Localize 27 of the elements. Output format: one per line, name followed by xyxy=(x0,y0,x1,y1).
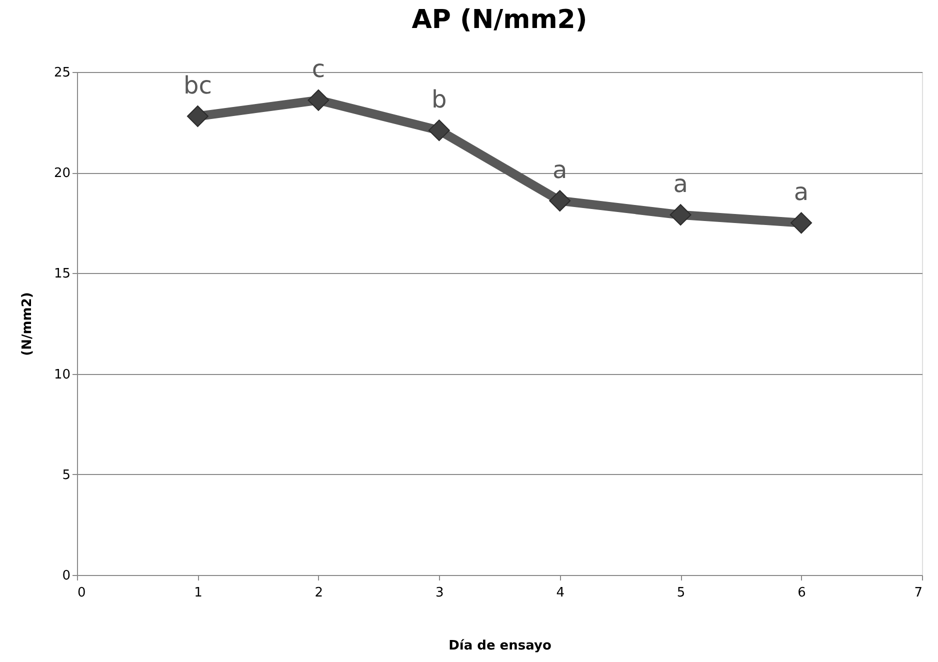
point xyxy=(308,89,330,111)
annotation: a xyxy=(794,178,809,206)
x-tick-label: 6 xyxy=(798,586,806,600)
y-tick-label: 5 xyxy=(62,468,70,483)
x-tick-label: 7 xyxy=(914,586,922,600)
annotation: a xyxy=(673,170,688,198)
x-tick-label: 3 xyxy=(436,586,444,600)
y-tick-label: 0 xyxy=(62,568,70,584)
y-tick-label: 15 xyxy=(54,266,70,282)
x-tick-label: 4 xyxy=(556,586,564,600)
point xyxy=(549,190,571,212)
y-tick-label: 10 xyxy=(54,367,70,382)
annotation: b xyxy=(432,85,447,114)
x-tick-label: 0 xyxy=(78,586,86,600)
y-tick-label: 25 xyxy=(54,66,70,80)
annotation: bc xyxy=(183,71,212,100)
point xyxy=(670,204,692,226)
x-axis-title: Día de ensayo xyxy=(448,638,552,654)
y-tick-label: 20 xyxy=(54,166,70,182)
x-tick-label: 2 xyxy=(314,586,324,600)
y-axis-title: (N/mm2) xyxy=(20,292,35,356)
x-tick-label: 5 xyxy=(676,586,686,600)
point xyxy=(428,120,450,142)
x-tick-label: 1 xyxy=(194,586,202,600)
point xyxy=(186,106,208,128)
chart-title: AP (N/mm2) xyxy=(412,5,588,36)
point xyxy=(790,212,812,234)
